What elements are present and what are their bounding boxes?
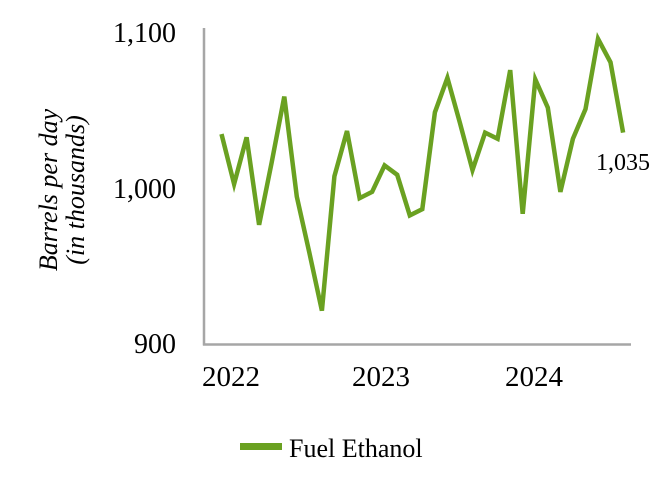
y-axis-title-line-1: Barrels per day [34, 108, 63, 271]
fuel-ethanol-line [219, 31, 626, 312]
y-axis: 1,100 1,000 900 [113, 18, 206, 360]
x-axis: 2022 2023 2024 [202, 343, 631, 393]
legend-swatch-fuel-ethanol [240, 443, 282, 450]
y-axis-title-line-2: (in thousands) [61, 115, 90, 265]
x-tick-label-2022: 2022 [202, 361, 260, 393]
y-tick-label-900: 900 [134, 329, 176, 360]
legend-label-fuel-ethanol: Fuel Ethanol [289, 434, 423, 463]
x-tick-label-2023: 2023 [352, 361, 410, 393]
legend: Fuel Ethanol [240, 434, 423, 463]
y-tick-label-1100: 1,100 [113, 18, 176, 49]
last-value-label: 1,035 [596, 150, 650, 176]
x-tick-label-2024: 2024 [505, 361, 564, 393]
y-tick-label-1000: 1,000 [113, 174, 176, 205]
